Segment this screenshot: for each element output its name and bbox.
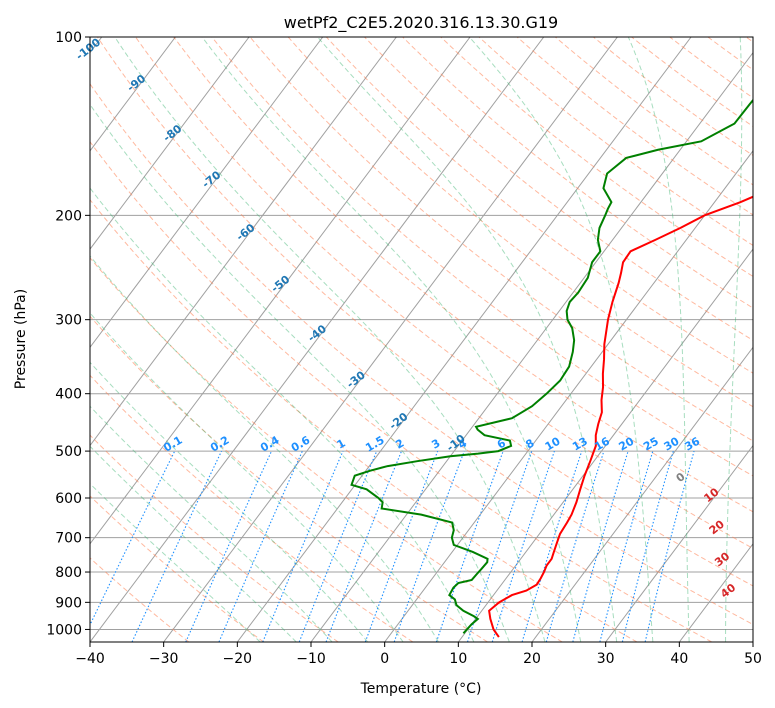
y-axis: 1000 900 800 700 600 500 400 300 200 100 [46, 30, 90, 638]
mixing-ratio-line [131, 450, 223, 642]
isotherm-line [384, 150, 753, 642]
y-tick-label: 500 [55, 444, 82, 460]
isotherm-line [236, 37, 692, 642]
mixing-ratio-line [298, 450, 378, 642]
background-lines [90, 37, 753, 642]
dry-adiabat-line [325, 37, 753, 374]
dry-adiabat-line [90, 257, 563, 642]
mixing-ratio-line [545, 450, 605, 642]
isotherm-line [457, 248, 753, 642]
x-axis-label: Temperature (°C) [360, 681, 482, 697]
isotherm-line [90, 37, 397, 447]
x-tick-label: 10 [449, 651, 467, 667]
moist-adiabat-line [90, 361, 369, 642]
x-tick-label: 30 [597, 651, 615, 667]
moist-adiabat-line [725, 37, 743, 642]
x-tick-label: −20 [223, 651, 253, 667]
y-tick-label: 600 [55, 491, 82, 507]
y-tick-label: 100 [55, 30, 82, 46]
moist-adiabat-line [90, 405, 333, 642]
moist-adiabat-line [90, 312, 404, 642]
isotherm-line [90, 37, 324, 349]
isotherm-line [90, 37, 545, 642]
dry-adiabat-line [90, 83, 753, 626]
mixing-ratio-line [644, 450, 695, 642]
mixing-ratio-line [90, 450, 176, 627]
plot-background [90, 37, 753, 642]
moist-adiabat-line [90, 255, 439, 642]
x-tick-label: 20 [523, 651, 541, 667]
x-axis: −40 −30 −20 −10 0 10 20 30 40 50 [75, 642, 762, 667]
profiles [350, 98, 753, 638]
moist-adiabat-line [90, 187, 475, 642]
dry-adiabat-line [593, 37, 753, 157]
moist-adiabat-line [468, 37, 654, 642]
y-tick-label: 200 [55, 208, 82, 224]
mixing-ratio-line [599, 450, 654, 642]
dry-adiabat-line [287, 37, 753, 408]
y-axis-label: Pressure (hPa) [13, 289, 29, 389]
moist-adiabat-line [90, 482, 261, 642]
moist-adiabat-line [114, 37, 546, 642]
mixing-ratio-line [435, 450, 504, 642]
moist-adiabat-line [627, 37, 690, 642]
y-tick-label: 300 [55, 313, 82, 329]
isotherm-line [605, 444, 753, 642]
x-tick-label: −30 [149, 651, 179, 667]
mixing-ratio-line [325, 450, 403, 642]
dry-adiabat-line [516, 37, 753, 216]
mixing-ratio-line [393, 450, 465, 642]
isotherm-line [531, 346, 753, 642]
x-tick-label: −10 [296, 651, 326, 667]
y-tick-label: 1000 [46, 622, 82, 638]
y-tick-label: 400 [55, 387, 82, 403]
dry-adiabat-line [135, 37, 753, 549]
dry-adiabat-line [90, 198, 638, 642]
isotherm-line [90, 37, 471, 545]
dry-adiabat-line [478, 37, 753, 246]
moist-adiabat-line [90, 103, 510, 642]
mixing-ratio-line [262, 450, 344, 642]
temperature-profile [488, 195, 753, 638]
dry-adiabat-line [90, 495, 264, 642]
x-tick-label: 50 [744, 651, 762, 667]
dry-adiabat-line [90, 315, 488, 642]
moist-adiabat-line [90, 445, 297, 642]
y-tick-label: 800 [55, 565, 82, 581]
dry-adiabat-line [440, 37, 753, 278]
x-tick-label: 0 [380, 651, 389, 667]
dry-adiabat-line [211, 37, 753, 477]
mixing-ratio-line [364, 450, 439, 642]
x-tick-label: −40 [75, 651, 105, 667]
y-tick-label: 900 [55, 595, 82, 611]
dry-adiabat-line [249, 37, 753, 442]
dry-adiabat-line [402, 37, 753, 309]
x-tick-label: 40 [670, 651, 688, 667]
mixing-ratio-line [621, 450, 674, 642]
mixing-ratio-line [572, 450, 629, 642]
isotherm-line [90, 37, 176, 152]
isotherm-line [90, 37, 250, 250]
isotherm-line [163, 37, 618, 642]
dry-adiabat-line [90, 374, 414, 642]
dewpoint-profile [350, 98, 753, 634]
moist-adiabat-line [201, 37, 582, 642]
dry-adiabat-line [96, 37, 753, 587]
chart-title: wetPf2_C2E5.2020.316.13.30.G19 [284, 13, 558, 33]
y-tick-label: 700 [55, 531, 82, 547]
isotherm-line [752, 641, 753, 642]
plot-frame [89, 36, 754, 643]
